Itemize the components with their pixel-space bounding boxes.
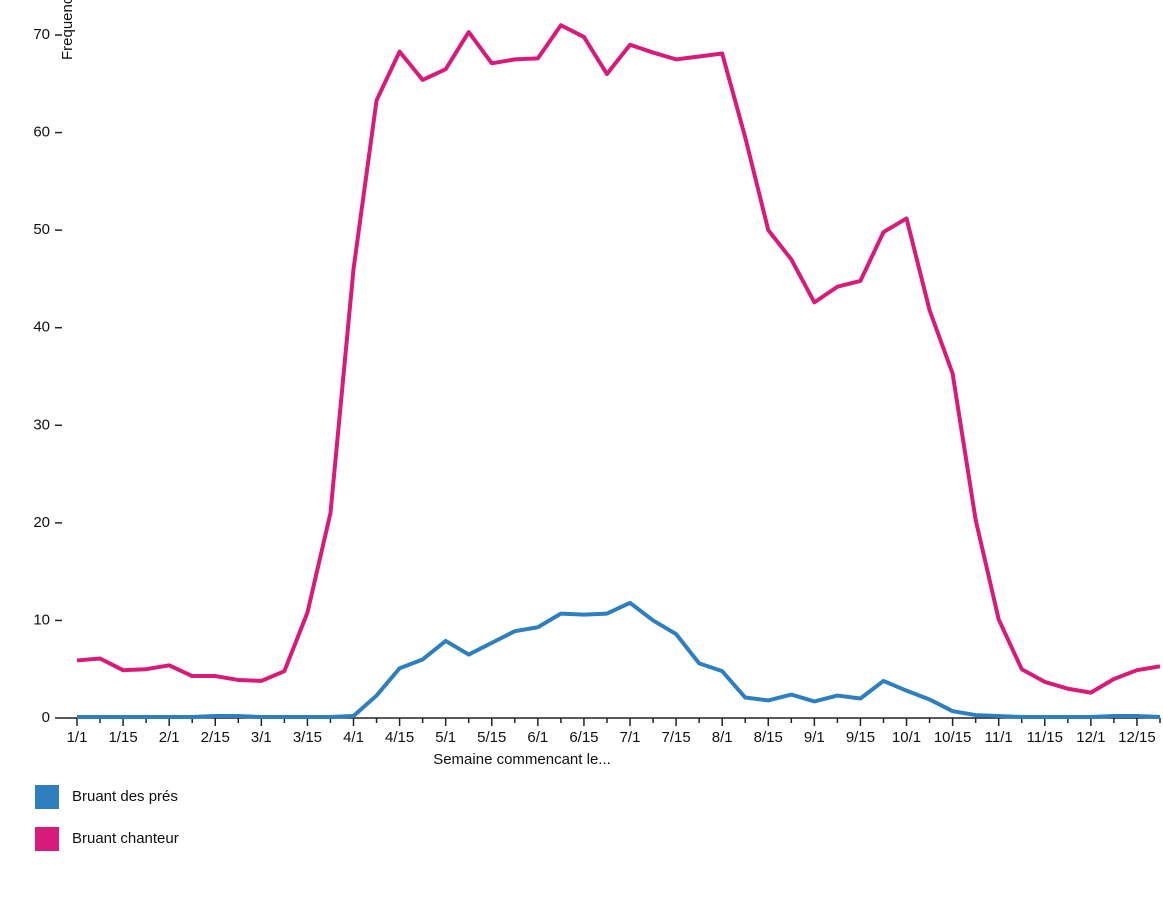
y-tick-label: 20	[33, 514, 50, 531]
x-tick-label: 11/15	[1027, 729, 1063, 746]
y-tick-label: 60	[33, 124, 50, 141]
x-tick-label: 6/1	[527, 729, 548, 746]
legend-label: Bruant chanteur	[72, 830, 179, 847]
x-tick-label: 8/15	[754, 729, 783, 746]
x-tick-label: 9/15	[846, 729, 875, 746]
y-tick-label: 10	[33, 611, 50, 628]
x-tick-label: 4/1	[343, 729, 364, 746]
x-tick-label: 10/1	[892, 729, 921, 746]
y-tick-label: 70	[33, 26, 50, 43]
x-tick-label: 3/15	[293, 729, 322, 746]
x-tick-label: 4/15	[385, 729, 414, 746]
line	[76, 23, 1161, 695]
x-tick-label: 3/1	[251, 729, 272, 746]
x-tick-label: 1/1	[67, 729, 88, 746]
x-tick-label: 8/1	[712, 729, 733, 746]
y-tick-label: 40	[33, 319, 50, 336]
x-tick-label: 9/1	[804, 729, 825, 746]
legend-swatch	[35, 827, 59, 851]
x-axis-label: Semaine commencant le...	[433, 751, 611, 768]
x-tick-label: 7/1	[620, 729, 641, 746]
x-tick-label: 12/1	[1076, 729, 1105, 746]
x-tick-label: 5/15	[477, 729, 506, 746]
y-axis-label: Frequence	[59, 0, 76, 60]
x-tick-label: 2/1	[159, 729, 180, 746]
y-tick-label: 30	[33, 416, 50, 433]
x-tick-label: 12/15	[1118, 729, 1156, 746]
x-tick-label: 10/15	[934, 729, 972, 746]
y-tick-label: 50	[33, 221, 50, 238]
x-tick-label: 1/15	[108, 729, 137, 746]
x-tick-label: 7/15	[662, 729, 691, 746]
x-tick-label: 11/1	[985, 729, 1013, 746]
legend-label: Bruant des prés	[72, 788, 178, 805]
y-tick-label: 0	[42, 709, 50, 726]
x-tick-label: 2/15	[201, 729, 230, 746]
line	[77, 600, 1161, 720]
legend-swatch	[35, 785, 59, 809]
x-tick-label: 6/15	[569, 729, 598, 746]
x-tick-label: 5/1	[435, 729, 456, 746]
